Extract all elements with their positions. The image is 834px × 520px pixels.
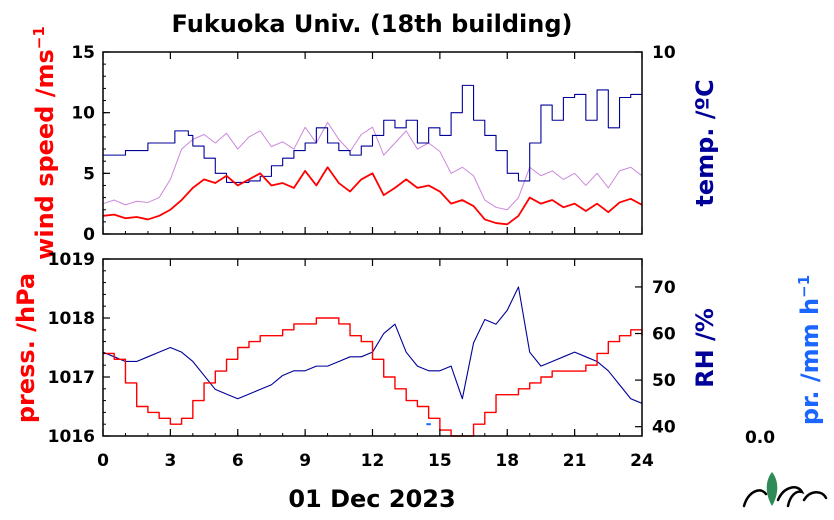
bottom-panel-ticks: 0 3 6 9 12 15 18 21 24 1016 1017 1018 1019 40 50 60 70: [48, 250, 676, 471]
wind-speed-series: [102, 166, 643, 226]
x-tick-label: 15: [428, 451, 452, 471]
pressure-axis-label: press. /hPa: [12, 273, 40, 423]
wind-axis-label: wind speed /ms−1: [30, 26, 59, 260]
top-panel-ticks: 0 5 10 15 10: [71, 43, 676, 245]
rh-axis-label: RH /%: [691, 308, 719, 388]
x-tick-label: 12: [361, 451, 385, 471]
logo-leaf-icon: [766, 472, 778, 506]
pressure-ytick-label: 1019: [48, 250, 95, 270]
pressure-rh-panel: 0 3 6 9 12 15 18 21 24 1016 1017 1018 1019 40 50 60 70 p…: [12, 250, 824, 471]
pressure-ytick-label: 1017: [48, 368, 95, 388]
logo: [742, 472, 828, 508]
wind-axis-label-sup: −1: [30, 26, 48, 49]
pressure-series: [103, 317, 643, 437]
wind-ytick-label: 10: [71, 104, 95, 124]
temp-axis-label: temp. /ºC: [691, 79, 719, 206]
x-tick-label: 21: [563, 451, 587, 471]
rh-ytick-label: 50: [652, 371, 676, 391]
temp-ytick-label: 10: [652, 43, 676, 63]
x-tick-label: 18: [495, 451, 519, 471]
rh-ytick-label: 60: [652, 325, 676, 345]
pressure-ytick-label: 1018: [48, 309, 95, 329]
pressure-ytick-label: 1016: [48, 427, 95, 447]
precip-axis-label: pr. /mm h−1: [795, 275, 824, 425]
wind-temp-plot-area: [102, 84, 643, 226]
precip-axis-label-sup: −1: [795, 275, 813, 298]
date-label: 01 Dec 2023: [288, 485, 455, 513]
wind-ytick-label: 5: [83, 164, 95, 184]
logo-swoosh-icon: [742, 486, 828, 508]
precip-axis-label-text: pr. /mm h: [796, 298, 824, 425]
wind-axis-label-text: wind speed /ms: [31, 49, 59, 260]
x-tick-label: 0: [97, 451, 109, 471]
wind-ytick-label: 0: [83, 225, 95, 245]
wind-temp-panel: 0 5 10 15 10 wind speed /ms−1 temp. /ºC: [30, 26, 719, 260]
rh-ytick-label: 40: [652, 418, 676, 438]
wind-ytick-label: 15: [71, 43, 95, 63]
temperature-series: [103, 84, 643, 183]
chart-title: Fukuoka Univ. (18th building): [172, 10, 573, 38]
pressure-rh-plot-area: [102, 286, 643, 437]
rh-ytick-label: 70: [652, 278, 676, 298]
x-tick-label: 9: [299, 451, 311, 471]
x-tick-label: 3: [164, 451, 176, 471]
x-tick-label: 6: [232, 451, 244, 471]
x-tick-label: 24: [630, 451, 654, 471]
precip-value: 0.0: [745, 428, 775, 448]
